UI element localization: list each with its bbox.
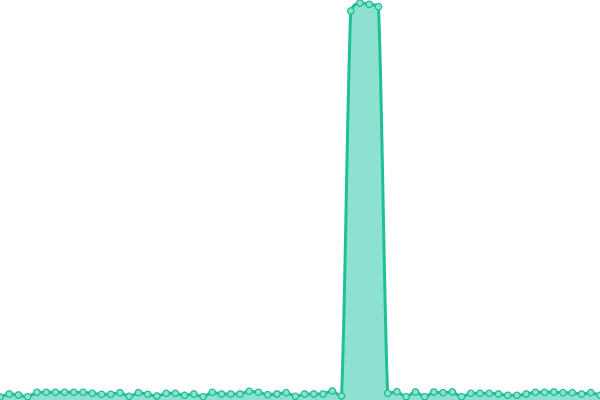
data-point-3: [23, 392, 32, 400]
data-point-22: [199, 392, 207, 400]
data-point-30: [273, 390, 281, 398]
data-point-14: [125, 392, 134, 400]
data-point-33: [300, 390, 309, 398]
data-point-31: [282, 388, 291, 397]
data-point-40: [365, 0, 374, 9]
data-point-45: [411, 388, 420, 396]
data-point-9: [79, 388, 87, 397]
data-point-54: [494, 390, 503, 398]
data-point-60: [549, 388, 558, 396]
data-point-47: [429, 388, 438, 396]
data-point-0: [0, 393, 4, 400]
data-point-35: [319, 390, 327, 398]
data-point-28: [254, 388, 263, 397]
data-point-50: [457, 392, 466, 400]
data-point-51: [466, 389, 475, 398]
data-point-17: [153, 392, 161, 400]
data-point-16: [143, 390, 152, 399]
data-point-27: [245, 387, 254, 396]
data-point-29: [263, 390, 272, 399]
data-point-5: [42, 388, 51, 397]
data-point-62: [568, 388, 577, 397]
data-point-64: [586, 388, 595, 397]
data-point-19: [171, 389, 180, 398]
data-point-6: [51, 388, 60, 397]
data-point-32: [291, 392, 300, 400]
data-point-52: [476, 389, 484, 398]
data-point-1: [5, 390, 14, 398]
data-point-13: [116, 388, 124, 397]
data-point-41: [374, 2, 383, 11]
data-point-24: [217, 390, 226, 398]
data-point-15: [134, 388, 143, 397]
data-point-61: [559, 388, 567, 397]
data-point-58: [531, 388, 540, 397]
data-point-43: [393, 387, 401, 396]
data-point-23: [208, 388, 217, 397]
data-point-57: [522, 390, 531, 398]
data-point-59: [540, 388, 549, 397]
data-point-4: [33, 388, 41, 397]
data-point-37: [337, 392, 346, 400]
data-point-53: [485, 389, 494, 398]
data-point-34: [309, 390, 318, 398]
data-point-20: [180, 391, 189, 400]
data-point-7: [60, 388, 69, 397]
data-point-11: [97, 390, 106, 399]
data-point-26: [236, 390, 244, 398]
data-point-2: [14, 391, 23, 399]
series-area-fill: [0, 3, 600, 400]
data-point-63: [577, 390, 586, 398]
data-point-12: [106, 390, 115, 399]
data-point-39: [356, 0, 364, 7]
data-point-21: [189, 390, 198, 398]
data-point-55: [503, 391, 512, 400]
data-point-56: [513, 391, 521, 400]
data-point-48: [439, 388, 447, 397]
data-point-36: [328, 387, 337, 395]
data-point-8: [69, 388, 78, 397]
data-point-42: [383, 389, 392, 398]
data-point-25: [226, 390, 235, 398]
data-point-18: [162, 389, 171, 398]
data-point-49: [448, 388, 457, 396]
data-point-44: [402, 392, 411, 400]
data-point-38: [346, 7, 355, 15]
data-point-46: [420, 392, 429, 400]
data-point-10: [88, 389, 97, 398]
